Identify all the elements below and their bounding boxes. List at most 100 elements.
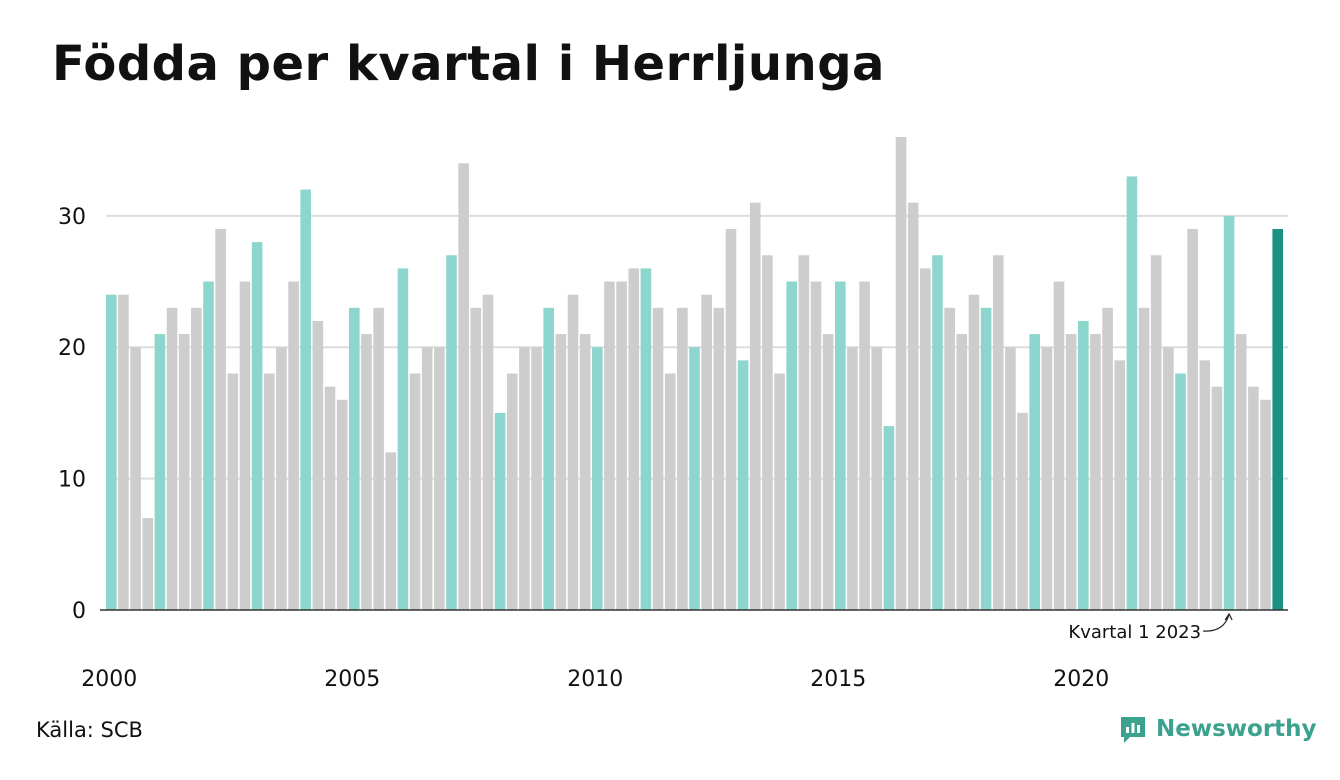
bar-2017-K4 xyxy=(968,294,980,610)
bar-2006-K2 xyxy=(409,373,421,610)
bar-2007-K4 xyxy=(482,294,494,610)
bar-2020-K2 xyxy=(1090,334,1101,610)
bar-2008-K1 xyxy=(494,412,506,610)
bar-2023-K2 xyxy=(1235,334,1247,610)
bar-2023-K1 xyxy=(1223,215,1235,610)
bar-2019-K4 xyxy=(1065,334,1077,610)
x-axis-tick-labels: 2000 2005 2010 2015 2020 xyxy=(81,667,1109,692)
bar-2002-K1 xyxy=(203,281,214,610)
bar-2020-K3 xyxy=(1102,307,1113,610)
bar-2012-K1 xyxy=(689,347,700,610)
bar-2016-K3 xyxy=(907,202,919,610)
bar-2016-K2 xyxy=(895,137,907,610)
bar-2001-K1 xyxy=(154,334,166,610)
bar-2011-K1 xyxy=(640,268,652,610)
bar-2008-K2 xyxy=(506,373,518,610)
bar-2015-K1 xyxy=(835,281,846,610)
bar-2004-K1 xyxy=(300,189,311,610)
x-tick-label: 2010 xyxy=(567,667,623,692)
bar-2018-K4 xyxy=(1017,412,1028,610)
bar-2013-K3 xyxy=(762,255,773,610)
bar-2021-K2 xyxy=(1138,307,1150,610)
annotation-arrow xyxy=(1203,612,1233,632)
bar-2020-K1 xyxy=(1078,320,1089,610)
bar-2006-K3 xyxy=(421,347,433,610)
y-axis-tick-labels: 0 10 20 30 xyxy=(58,205,86,624)
annotation-label: Kvartal 1 2023 xyxy=(1068,622,1201,643)
chart-title: Födda per kvartal i Herrljunga xyxy=(52,36,885,92)
bar-2014-K4 xyxy=(822,334,834,610)
bar-2000-K3 xyxy=(130,347,141,610)
bar-2015-K4 xyxy=(871,347,883,610)
bar-2003-K4 xyxy=(288,281,299,610)
newsworthy-chart-icon xyxy=(1121,717,1145,743)
bar-2005-K4 xyxy=(385,452,397,610)
bar-2007-K1 xyxy=(446,255,457,610)
bar-2004-K3 xyxy=(324,386,336,610)
bar-2012-K3 xyxy=(713,307,725,610)
bar-2005-K2 xyxy=(361,334,372,610)
bar-2013-K1 xyxy=(737,360,749,610)
y-tick-label: 20 xyxy=(58,336,86,361)
bar-2011-K2 xyxy=(652,307,664,610)
bar-2009-K1 xyxy=(543,307,554,610)
bar-2006-K1 xyxy=(397,268,409,610)
bar-2018-K2 xyxy=(992,255,1004,610)
y-tick-label: 30 xyxy=(58,205,86,230)
y-tick-label: 0 xyxy=(72,599,86,624)
bar-2019-K1 xyxy=(1029,334,1040,610)
annotation: Kvartal 1 2023 xyxy=(1068,612,1233,643)
bar-2001-K4 xyxy=(191,307,202,610)
bar-2010-K4 xyxy=(628,268,640,610)
bar-2001-K3 xyxy=(178,334,190,610)
bar-2022-K2 xyxy=(1187,228,1198,610)
bar-2000-K4 xyxy=(142,518,154,610)
bar-2009-K2 xyxy=(555,334,567,610)
bar-2003-K2 xyxy=(263,373,275,610)
bar-2008-K4 xyxy=(531,347,542,610)
x-tick-label: 2020 xyxy=(1053,667,1109,692)
bar-2021-K3 xyxy=(1150,255,1162,610)
bar-2002-K4 xyxy=(239,281,251,610)
bar-2009-K3 xyxy=(567,294,579,610)
bar-2000-K2 xyxy=(118,294,129,610)
x-tick-label: 2000 xyxy=(81,667,137,692)
bar-2010-K1 xyxy=(592,347,603,610)
brand-name: Newsworthy xyxy=(1156,716,1317,742)
bar-2003-K1 xyxy=(251,242,263,611)
brand-logo: Newsworthy xyxy=(1118,714,1317,744)
bar-2007-K3 xyxy=(470,307,482,610)
bar-2013-K2 xyxy=(749,202,761,610)
bar-2019-K2 xyxy=(1041,347,1053,610)
bar-2007-K2 xyxy=(458,163,469,610)
bar-2017-K2 xyxy=(944,307,955,610)
bar-2016-K1 xyxy=(883,426,895,610)
bar-2015-K3 xyxy=(859,281,870,610)
bar-2022-K1 xyxy=(1175,373,1186,610)
bar-2014-K1 xyxy=(786,281,797,610)
bar-2016-K4 xyxy=(920,268,931,610)
bar-2010-K3 xyxy=(616,281,627,610)
bar-2014-K2 xyxy=(798,255,810,610)
bar-2021-K4 xyxy=(1163,347,1174,610)
bar-2018-K1 xyxy=(980,307,992,610)
bar-2022-K3 xyxy=(1199,360,1211,610)
bar-2003-K3 xyxy=(276,347,287,610)
bar-2012-K4 xyxy=(725,228,737,610)
bar-2017-K3 xyxy=(956,334,968,610)
bar-2010-K2 xyxy=(604,281,615,610)
bar-2024-K1 xyxy=(1272,228,1283,610)
bar-2001-K2 xyxy=(166,307,178,610)
bar-2023-K4 xyxy=(1260,399,1271,610)
y-tick-label: 10 xyxy=(58,468,86,493)
bar-2005-K3 xyxy=(373,307,384,610)
bar-2019-K3 xyxy=(1053,281,1065,610)
bar-2015-K2 xyxy=(847,347,858,610)
bar-2021-K1 xyxy=(1126,176,1138,611)
bar-2000-K1 xyxy=(106,294,117,610)
bar-2018-K3 xyxy=(1005,347,1016,610)
bars xyxy=(106,137,1283,611)
bar-2008-K3 xyxy=(519,347,530,610)
bar-2023-K3 xyxy=(1248,386,1259,610)
